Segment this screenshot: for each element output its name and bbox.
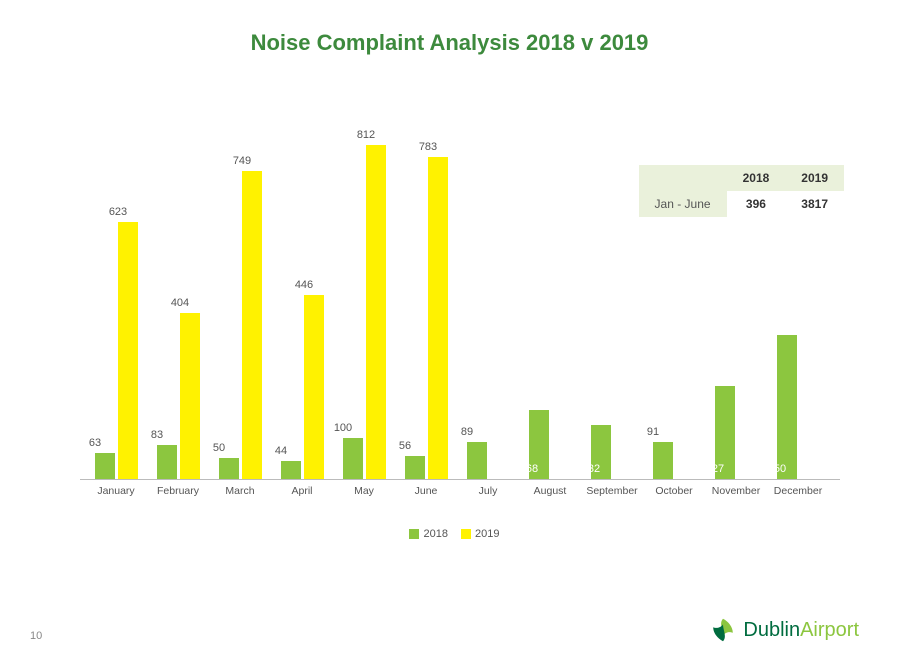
logo-icon xyxy=(709,616,737,644)
summary-table: 2018 2019 Jan - June 396 3817 xyxy=(639,165,844,217)
page-number: 10 xyxy=(30,630,42,642)
category-label: November xyxy=(705,485,767,497)
category-label: July xyxy=(457,485,519,497)
bar-value-label: 91 xyxy=(630,426,676,438)
category-label: June xyxy=(395,485,457,497)
bar-value-label: 83 xyxy=(134,429,180,441)
category-label: December xyxy=(767,485,829,497)
bar-2018 xyxy=(405,456,425,479)
bar-2019 xyxy=(242,171,262,479)
bar-value-label: 168 xyxy=(509,463,549,475)
bar-2019 xyxy=(366,145,386,479)
bar-value-label: 404 xyxy=(157,297,203,309)
category-label: May xyxy=(333,485,395,497)
bar-value-label: 132 xyxy=(571,463,611,475)
legend-swatch-2018 xyxy=(409,529,419,539)
bar-value-label: 227 xyxy=(695,463,735,475)
summary-header-empty xyxy=(639,165,727,191)
logo-text: DublinAirport xyxy=(743,619,859,642)
bar-value-label: 783 xyxy=(405,141,451,153)
bar-value-label: 89 xyxy=(444,426,490,438)
bar-2018 xyxy=(653,442,673,479)
bar-value-label: 100 xyxy=(320,422,366,434)
category-label: February xyxy=(147,485,209,497)
bar-value-label: 63 xyxy=(72,437,118,449)
category-label: August xyxy=(519,485,581,497)
bar-2018 xyxy=(219,458,239,479)
legend-label-2018: 2018 xyxy=(423,528,447,540)
category-label: September xyxy=(581,485,643,497)
category-label: March xyxy=(209,485,271,497)
summary-header-2019: 2019 xyxy=(785,165,844,191)
bar-2018 xyxy=(777,335,797,479)
bar-value-label: 812 xyxy=(343,129,389,141)
bar-value-label: 44 xyxy=(258,445,304,457)
bar-value-label: 50 xyxy=(196,442,242,454)
legend-label-2019: 2019 xyxy=(475,528,499,540)
bar-value-label: 56 xyxy=(382,440,428,452)
category-label: January xyxy=(85,485,147,497)
logo: DublinAirport xyxy=(709,616,859,644)
bar-value-label: 749 xyxy=(219,155,265,167)
bar-2018 xyxy=(281,461,301,479)
summary-row-2018: 396 xyxy=(727,191,786,217)
bar-value-label: 623 xyxy=(95,206,141,218)
summary-row-2019: 3817 xyxy=(785,191,844,217)
legend: 2018 2019 xyxy=(0,528,899,540)
bar-2018 xyxy=(95,453,115,479)
bar-2018 xyxy=(157,445,177,479)
legend-swatch-2019 xyxy=(461,529,471,539)
bar-2018 xyxy=(467,442,487,479)
summary-row-label: Jan - June xyxy=(639,191,727,217)
bar-2019 xyxy=(304,295,324,479)
chart-title: Noise Complaint Analysis 2018 v 2019 xyxy=(0,0,899,56)
bar-2018 xyxy=(343,438,363,479)
summary-header-2018: 2018 xyxy=(727,165,786,191)
bar-value-label: 446 xyxy=(281,279,327,291)
bar-value-label: 350 xyxy=(757,463,797,475)
category-label: April xyxy=(271,485,333,497)
category-label: October xyxy=(643,485,705,497)
